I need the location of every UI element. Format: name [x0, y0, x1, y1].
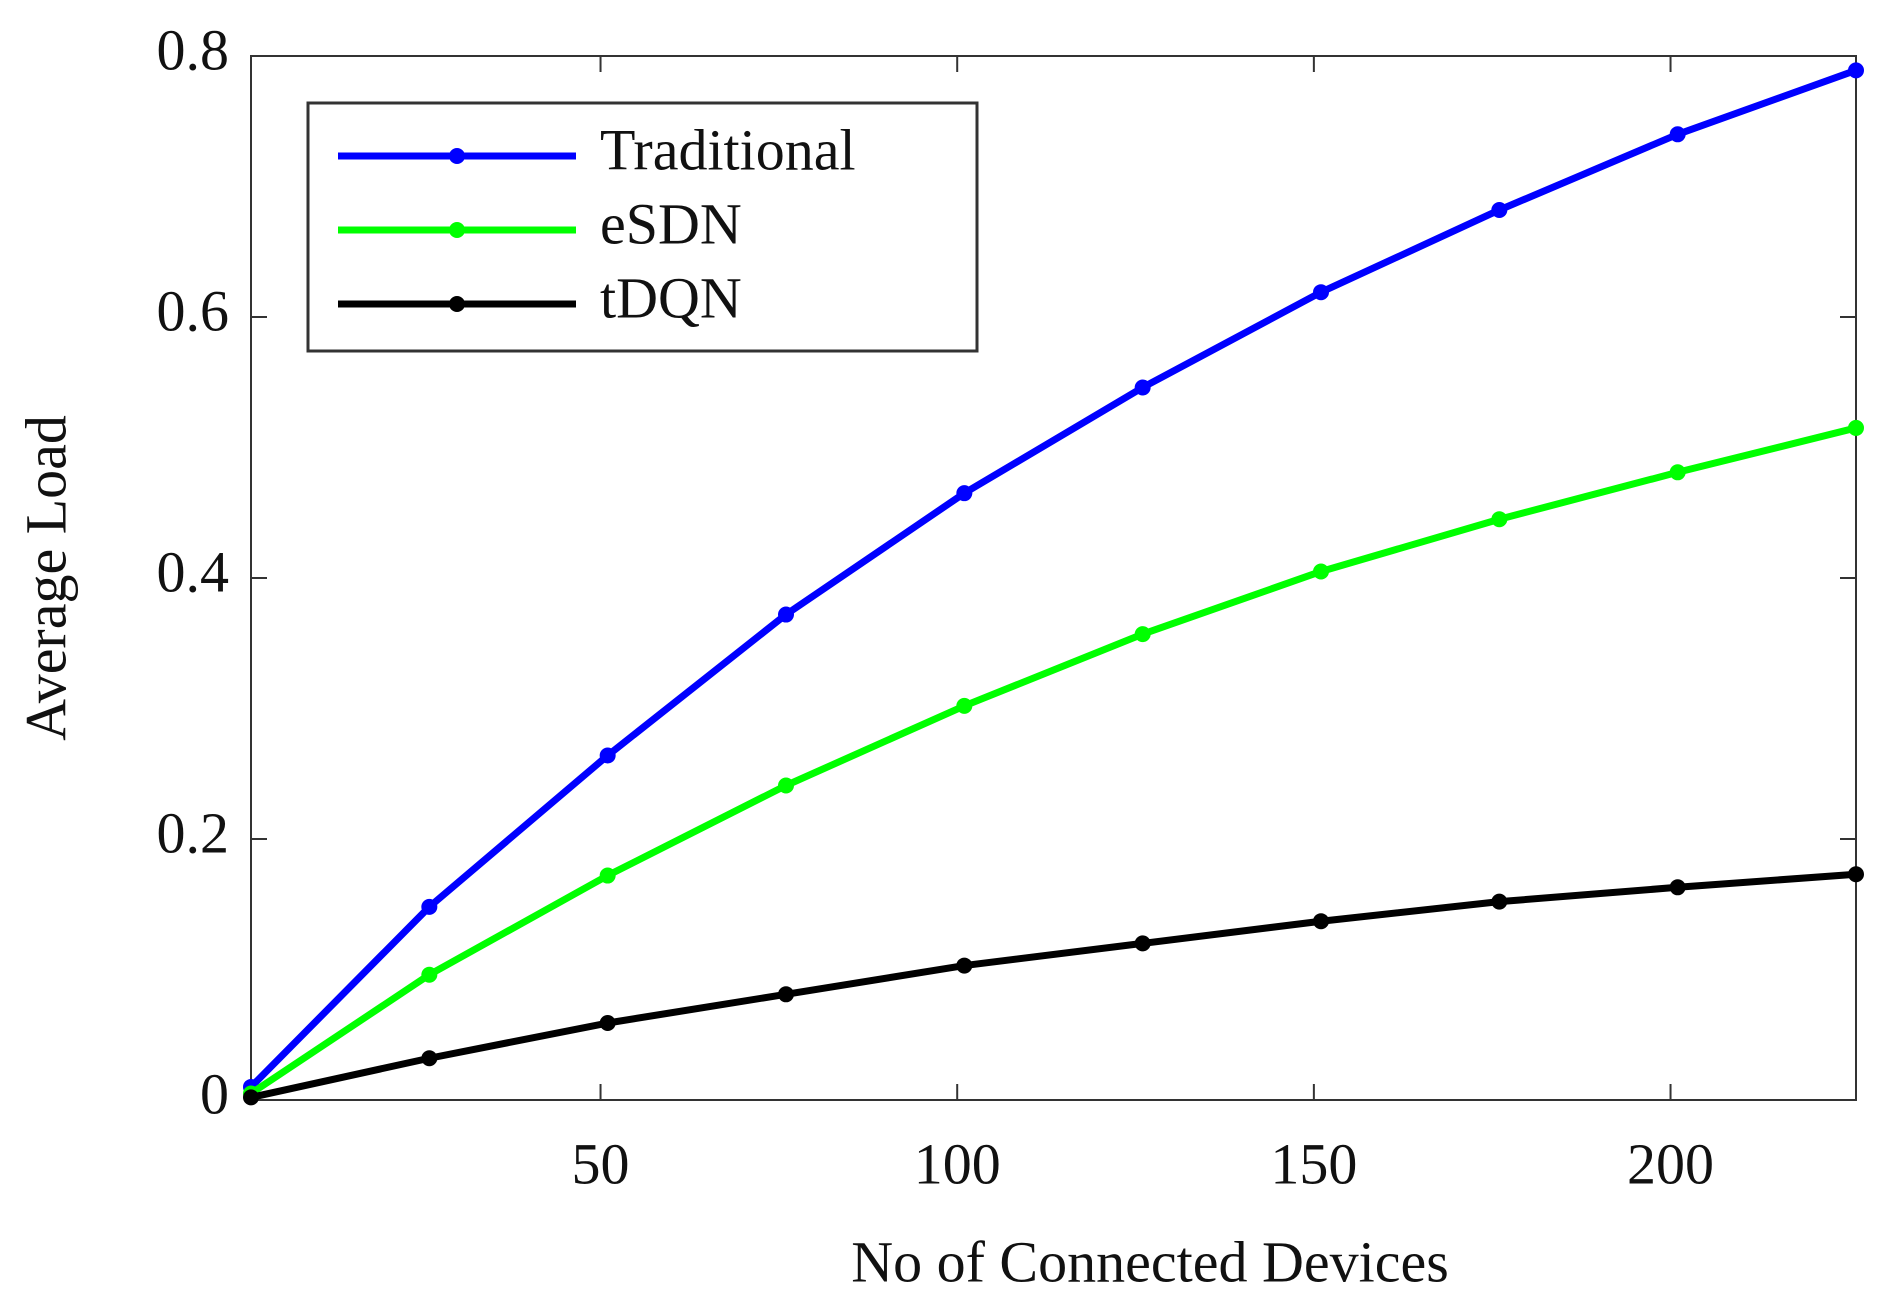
series-marker [1669, 464, 1686, 481]
series-marker [1491, 893, 1508, 910]
series-line [249, 424, 1857, 1097]
series-marker [1134, 935, 1151, 952]
legend-label: eSDN [600, 191, 742, 256]
y-tick-label: 0.2 [157, 800, 230, 865]
series-marker [778, 777, 794, 794]
series-marker [1491, 511, 1508, 528]
legend-marker [449, 296, 465, 312]
series-marker [956, 485, 973, 502]
series-marker [1848, 62, 1864, 79]
y-axis-label: Average Load [13, 415, 78, 741]
y-tick-label: 0.4 [157, 539, 230, 604]
y-tick-label: 0 [200, 1061, 229, 1126]
series-marker [599, 867, 616, 884]
series-marker [778, 606, 794, 623]
series-marker [778, 986, 794, 1003]
series-marker [421, 966, 438, 983]
series-marker [1669, 879, 1686, 896]
x-tick-label: 50 [572, 1131, 630, 1196]
series-marker [1134, 626, 1151, 643]
series-marker [421, 1050, 438, 1067]
series-marker [1491, 201, 1508, 218]
y-tick-label: 0.8 [157, 17, 230, 82]
series-marker [1313, 913, 1329, 930]
x-tick-label: 100 [914, 1131, 1001, 1196]
series-marker [421, 898, 438, 915]
legend-marker [449, 222, 465, 238]
series-marker [1313, 284, 1329, 301]
series-marker [956, 957, 973, 974]
series-marker [599, 747, 616, 764]
x-tick-label: 200 [1627, 1131, 1714, 1196]
series-line [248, 67, 1858, 1090]
series-marker [1669, 126, 1686, 143]
legend-marker [449, 148, 465, 164]
series-marker [1134, 379, 1151, 396]
x-axis-label: No of Connected Devices [851, 1229, 1449, 1294]
x-tick-label: 150 [1270, 1131, 1357, 1196]
series-marker [1313, 563, 1329, 580]
legend-label: Traditional [600, 117, 856, 182]
legend-label: tDQN [600, 265, 742, 330]
y-tick-label: 0.6 [157, 278, 230, 343]
series-marker [243, 1089, 259, 1106]
series-marker [1848, 419, 1864, 436]
series-marker [1848, 866, 1864, 883]
series-line [250, 870, 1857, 1101]
series-marker [956, 697, 973, 714]
series-marker [599, 1015, 616, 1032]
